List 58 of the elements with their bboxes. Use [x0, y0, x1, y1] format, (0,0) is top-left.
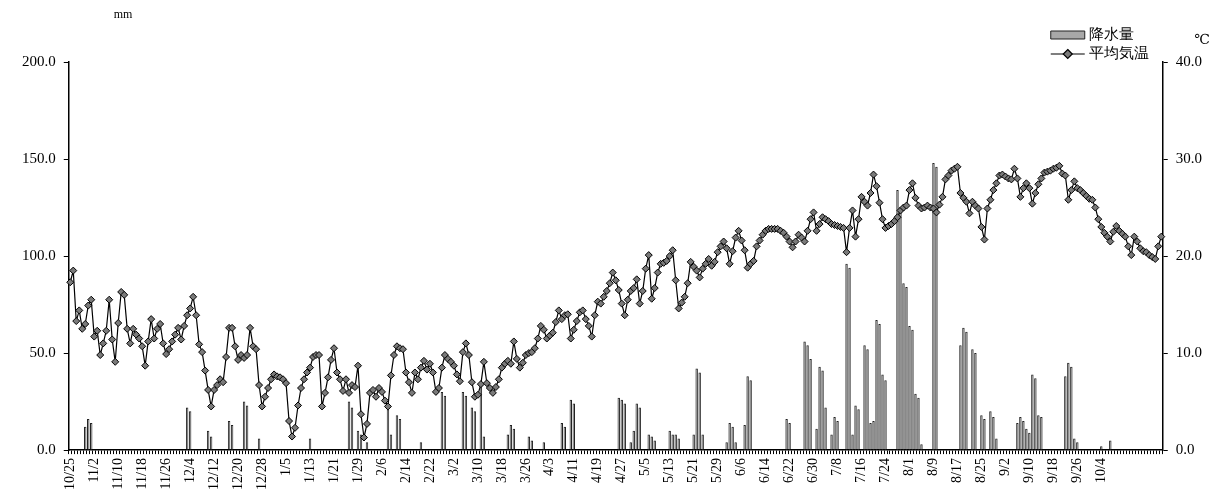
x-tick-label: 8/17: [949, 458, 965, 483]
x-tick-label: 4/3: [541, 458, 557, 476]
x-tick-label: 6/30: [805, 458, 821, 483]
x-tick-label: 4/19: [589, 458, 605, 483]
x-tick-label: 12/28: [253, 458, 269, 490]
x-tick-label: 9/2: [997, 458, 1013, 476]
x-tick-label: 1/21: [325, 458, 341, 483]
x-tick-label: 11/10: [109, 458, 125, 490]
x-tick-label: 9/26: [1069, 458, 1084, 483]
x-tick-label: 9/18: [1045, 458, 1061, 483]
x-tick-label: 1/5: [277, 458, 293, 476]
x-tick-label: 4/11: [565, 458, 581, 483]
x-tick-label: 2/14: [397, 458, 413, 483]
y-tick-label: 0.0: [37, 441, 56, 458]
x-tick-label: 6/22: [781, 458, 797, 483]
x-tick-label: 11/2: [85, 458, 101, 483]
x-tick-label: 2/22: [421, 458, 437, 483]
x-tick-label: 10/25: [61, 458, 77, 490]
x-tick-label: 1/13: [301, 458, 317, 483]
y-tick-label: 200.0: [22, 52, 56, 69]
x-tick-label: 2/6: [373, 458, 389, 476]
x-tick-label: 6/6: [733, 458, 749, 476]
legend-label: 降水量: [1088, 25, 1134, 42]
x-tick-label: 5/29: [709, 458, 725, 483]
y-axis-title: mm: [113, 7, 134, 22]
y2-tick-label: 0.0: [1175, 441, 1195, 458]
x-tick-label: 7/24: [877, 458, 893, 483]
x-tick-label: 10/4: [1092, 458, 1108, 483]
y2-axis-title: ℃: [1194, 31, 1210, 47]
y2-tick-label: 20.0: [1175, 246, 1202, 263]
x-tick-label: 5/21: [685, 458, 701, 483]
x-tick-label: 3/10: [469, 458, 485, 483]
x-tick-label: 8/25: [973, 458, 989, 483]
y-tick-label: 50.0: [29, 344, 56, 361]
x-tick-label: 5/5: [637, 458, 653, 476]
x-tick-label: 3/18: [493, 458, 509, 483]
x-tick-label: 9/10: [1021, 458, 1037, 483]
x-tick-label: 12/12: [205, 458, 221, 490]
y-tick-label: 100.0: [22, 246, 56, 263]
x-tick-label: 3/26: [517, 458, 533, 483]
y2-tick-label: 30.0: [1175, 149, 1202, 166]
x-tick-label: 11/26: [157, 458, 173, 490]
y2-tick-label: 40.0: [1175, 52, 1202, 69]
x-tick-label: 7/16: [853, 458, 869, 483]
x-tick-label: 1/29: [349, 458, 365, 483]
x-tick-label: 3/2: [445, 458, 461, 476]
x-tick-label: 4/27: [613, 458, 629, 483]
x-tick-label: 7/8: [829, 458, 845, 476]
x-tick-label: 11/18: [133, 458, 149, 490]
y-tick-label: 150.0: [22, 149, 56, 166]
x-tick-label: 6/14: [757, 458, 773, 483]
x-tick-label: 12/4: [181, 458, 197, 483]
x-tick-label: 8/9: [925, 458, 941, 476]
legend-label: 平均気温: [1088, 44, 1149, 61]
y2-tick-label: 10.0: [1175, 344, 1202, 361]
x-tick-label: 8/1: [901, 458, 917, 476]
x-tick-label: 12/20: [229, 458, 245, 490]
x-tick-label: 5/13: [661, 458, 677, 483]
